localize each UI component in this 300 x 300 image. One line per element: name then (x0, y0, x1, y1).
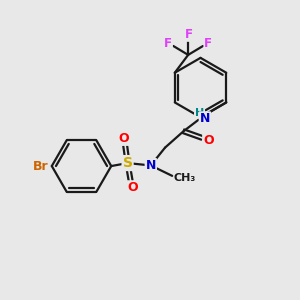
Text: Br: Br (33, 160, 48, 172)
Text: O: O (203, 134, 214, 147)
Text: O: O (128, 181, 138, 194)
Text: O: O (118, 132, 129, 145)
Text: F: F (164, 37, 172, 50)
Text: S: S (123, 156, 133, 170)
Text: CH₃: CH₃ (174, 173, 196, 183)
Text: N: N (146, 159, 156, 172)
Text: H: H (195, 108, 204, 118)
Text: F: F (204, 37, 212, 50)
Text: F: F (184, 28, 193, 41)
Text: N: N (200, 112, 210, 125)
